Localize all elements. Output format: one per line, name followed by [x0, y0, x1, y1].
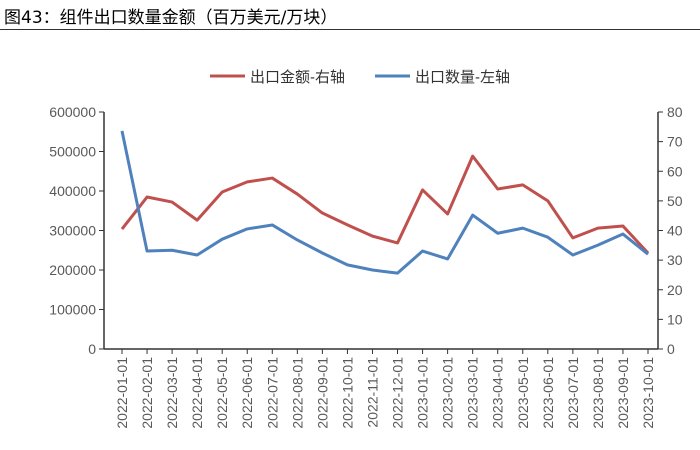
left-tick-label: 600000	[49, 104, 96, 120]
right-tick-label: 80	[667, 104, 683, 120]
x-tick-label: 2022-10-01	[339, 357, 355, 429]
x-tick-label: 2023-05-01	[515, 357, 531, 429]
x-tick-label: 2022-01-01	[114, 357, 130, 429]
x-tick-label: 2023-10-01	[640, 357, 656, 429]
x-tick-label: 2023-01-01	[415, 357, 431, 429]
legend-label: 出口数量-左轴	[415, 69, 510, 86]
chart-title: 图43：组件出口数量金额（百万美元/万块）	[4, 8, 338, 28]
right-tick-label: 10	[667, 311, 683, 327]
x-tick-label: 2022-03-01	[164, 357, 180, 429]
x-tick-label: 2022-08-01	[289, 357, 305, 429]
x-tick-label: 2023-08-01	[590, 357, 606, 429]
x-tick-label: 2022-04-01	[189, 357, 205, 429]
right-tick-label: 60	[667, 163, 683, 179]
x-tick-label: 2022-05-01	[214, 357, 230, 429]
left-tick-label: 0	[88, 341, 96, 357]
right-tick-label: 40	[667, 223, 683, 239]
right-tick-label: 50	[667, 193, 683, 209]
x-tick-label: 2023-06-01	[540, 357, 556, 429]
left-tick-label: 200000	[49, 262, 96, 278]
x-tick-label: 2023-03-01	[465, 357, 481, 429]
series-line-1	[120, 130, 649, 275]
x-tick-label: 2023-02-01	[440, 357, 456, 429]
right-tick-label: 0	[667, 341, 675, 357]
x-tick-label: 2022-06-01	[239, 357, 255, 429]
right-tick-label: 70	[667, 134, 683, 150]
x-tick-label: 2022-11-01	[364, 357, 380, 428]
title-divider	[0, 29, 700, 30]
legend-label: 出口金额-右轴	[250, 69, 345, 86]
x-tick-label: 2023-04-01	[490, 357, 506, 429]
x-tick-label: 2022-12-01	[390, 357, 406, 429]
x-tick-label: 2023-07-01	[565, 357, 581, 429]
x-tick-label: 2022-02-01	[139, 357, 155, 429]
series-line-0	[120, 154, 650, 255]
left-tick-label: 100000	[49, 302, 96, 318]
left-tick-label: 300000	[49, 223, 96, 239]
left-tick-label: 400000	[49, 183, 96, 199]
x-tick-label: 2022-07-01	[264, 357, 280, 429]
x-tick-label: 2023-09-01	[615, 357, 631, 429]
right-tick-label: 30	[667, 252, 683, 268]
x-tick-label: 2022-09-01	[314, 357, 330, 429]
left-tick-label: 500000	[49, 144, 96, 160]
right-tick-label: 20	[667, 282, 683, 298]
